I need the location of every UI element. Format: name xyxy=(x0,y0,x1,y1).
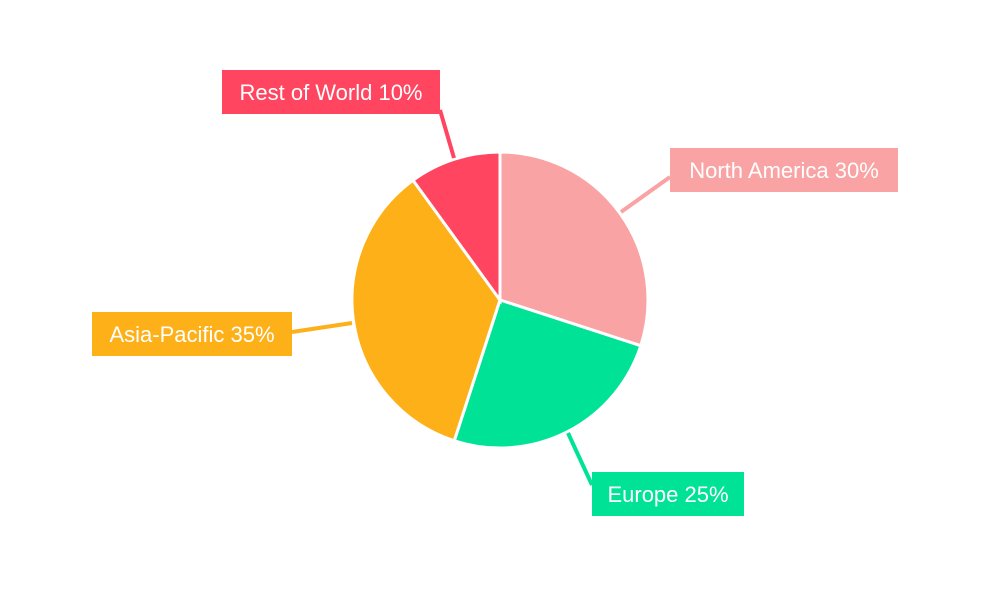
data-label-europe: Europe 25% xyxy=(607,482,728,507)
leader-line-asia-pacific xyxy=(291,321,353,334)
leader-line-north-america xyxy=(619,175,672,214)
data-label-box-north-america xyxy=(670,148,898,192)
data-label-rest-of-world: Rest of World 10% xyxy=(239,80,422,105)
pie-slice-north-america[interactable] xyxy=(498,150,650,348)
pie-slice-rest-of-world[interactable] xyxy=(410,150,502,305)
pie-slice-europe[interactable] xyxy=(452,298,643,450)
data-label-box-asia-pacific xyxy=(92,312,292,356)
data-label-north-america: North America 30% xyxy=(689,158,879,183)
data-label-box-rest-of-world xyxy=(222,70,440,114)
leader-line-rest-of-world xyxy=(438,109,456,159)
data-label-box-europe xyxy=(592,472,744,516)
pie-slice-asia-pacific[interactable] xyxy=(350,178,502,443)
data-label-asia-pacific: Asia-Pacific 35% xyxy=(109,322,274,347)
leader-line-europe xyxy=(566,432,594,486)
